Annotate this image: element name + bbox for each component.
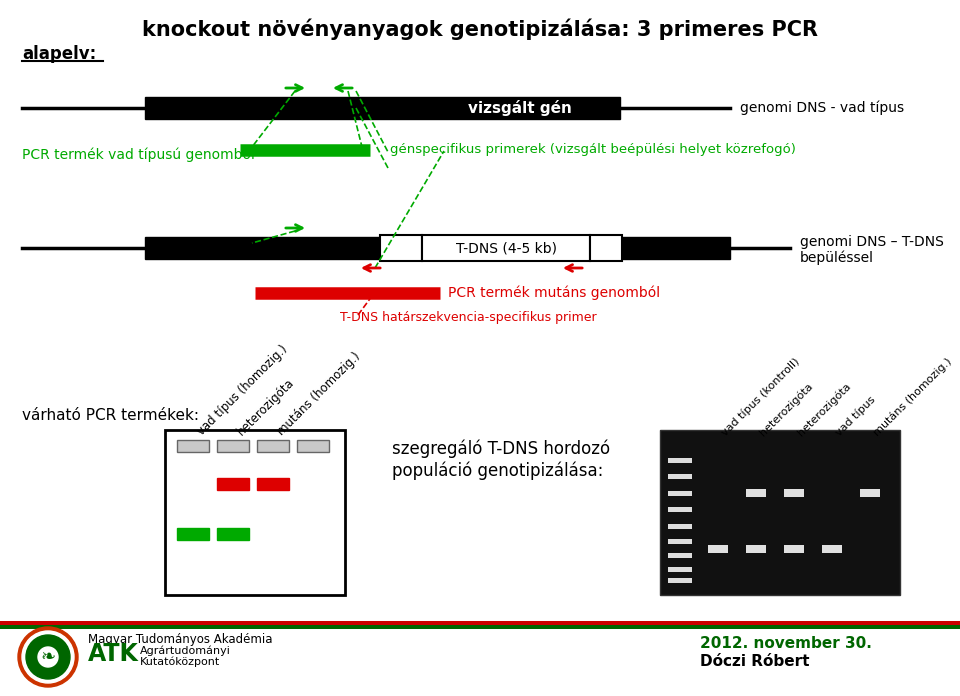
Bar — [177, 528, 209, 540]
Bar — [257, 478, 289, 490]
Text: PCR termék vad típusú genomból: PCR termék vad típusú genomból — [22, 148, 254, 162]
Text: heterozigóta: heterozigóta — [796, 381, 853, 438]
Bar — [668, 491, 692, 496]
Bar — [145, 237, 380, 259]
Bar — [177, 440, 209, 452]
Text: T-DNS határszekvencia-specifikus primer: T-DNS határszekvencia-specifikus primer — [340, 312, 596, 324]
Text: knockout növényanyagok genotipizálása: 3 primeres PCR: knockout növényanyagok genotipizálása: 3… — [142, 18, 818, 40]
Bar — [660, 430, 900, 595]
Bar — [668, 578, 692, 583]
Text: PCR termék mutáns genomból: PCR termék mutáns genomból — [448, 286, 660, 300]
Text: génspecifikus primerek (vizsgált beépülési helyet közrefogó): génspecifikus primerek (vizsgált beépülé… — [390, 143, 796, 157]
Bar — [708, 545, 728, 553]
Bar — [217, 440, 249, 452]
Bar — [668, 553, 692, 558]
Bar — [422, 235, 590, 261]
Text: alapelv:: alapelv: — [22, 45, 96, 63]
Bar — [746, 545, 766, 553]
Bar — [380, 235, 422, 261]
Text: mutáns (homozig.): mutáns (homozig.) — [275, 350, 363, 438]
Text: ATK: ATK — [88, 642, 139, 666]
Text: ❧: ❧ — [40, 648, 56, 666]
Circle shape — [26, 635, 70, 679]
Bar — [668, 507, 692, 512]
Bar — [622, 237, 730, 259]
Text: vad típus: vad típus — [834, 394, 877, 438]
Bar — [217, 478, 249, 490]
Bar — [668, 523, 692, 529]
Bar — [668, 458, 692, 463]
Text: 2012. november 30.: 2012. november 30. — [700, 637, 872, 651]
Text: vad típus (homozig.): vad típus (homozig.) — [195, 342, 290, 438]
Text: heterozigóta: heterozigóta — [235, 376, 298, 438]
Bar — [590, 235, 622, 261]
Circle shape — [38, 647, 58, 667]
Bar — [165, 430, 345, 595]
Text: genomi DNS – T-DNS: genomi DNS – T-DNS — [800, 235, 944, 249]
Bar — [145, 97, 620, 119]
Text: Dóczi Róbert: Dóczi Róbert — [700, 654, 809, 670]
Bar — [822, 545, 842, 553]
Text: vad típus (kontroll): vad típus (kontroll) — [720, 356, 802, 438]
Bar — [0, 621, 960, 625]
Bar — [257, 440, 289, 452]
Circle shape — [22, 631, 74, 683]
Text: mutáns (homozig.): mutáns (homozig.) — [872, 356, 954, 438]
Text: szegregáló T-DNS hordozó
populáció genotipizálása:: szegregáló T-DNS hordozó populáció genot… — [392, 440, 611, 480]
Bar — [297, 440, 329, 452]
Bar — [668, 474, 692, 480]
Bar — [668, 539, 692, 544]
Text: Kutatóközpont: Kutatóközpont — [140, 657, 220, 667]
Text: genomi DNS - vad típus: genomi DNS - vad típus — [740, 101, 904, 116]
Text: Agrártudományi: Agrártudományi — [140, 646, 230, 656]
Circle shape — [18, 627, 78, 687]
Text: várható PCR termékek:: várható PCR termékek: — [22, 408, 199, 423]
Text: vizsgált gén: vizsgált gén — [468, 100, 572, 116]
Bar — [217, 528, 249, 540]
Text: heterozigóta: heterozigóta — [758, 381, 815, 438]
Text: bepüléssel: bepüléssel — [800, 251, 874, 265]
Bar — [668, 567, 692, 571]
Text: T-DNS (4-5 kb): T-DNS (4-5 kb) — [455, 241, 557, 255]
Bar — [784, 489, 804, 497]
Bar — [746, 489, 766, 497]
Text: Magyar Tudományos Akadémia: Magyar Tudományos Akadémia — [88, 633, 273, 645]
Bar — [860, 489, 880, 497]
Bar — [0, 625, 960, 629]
Bar — [784, 545, 804, 553]
